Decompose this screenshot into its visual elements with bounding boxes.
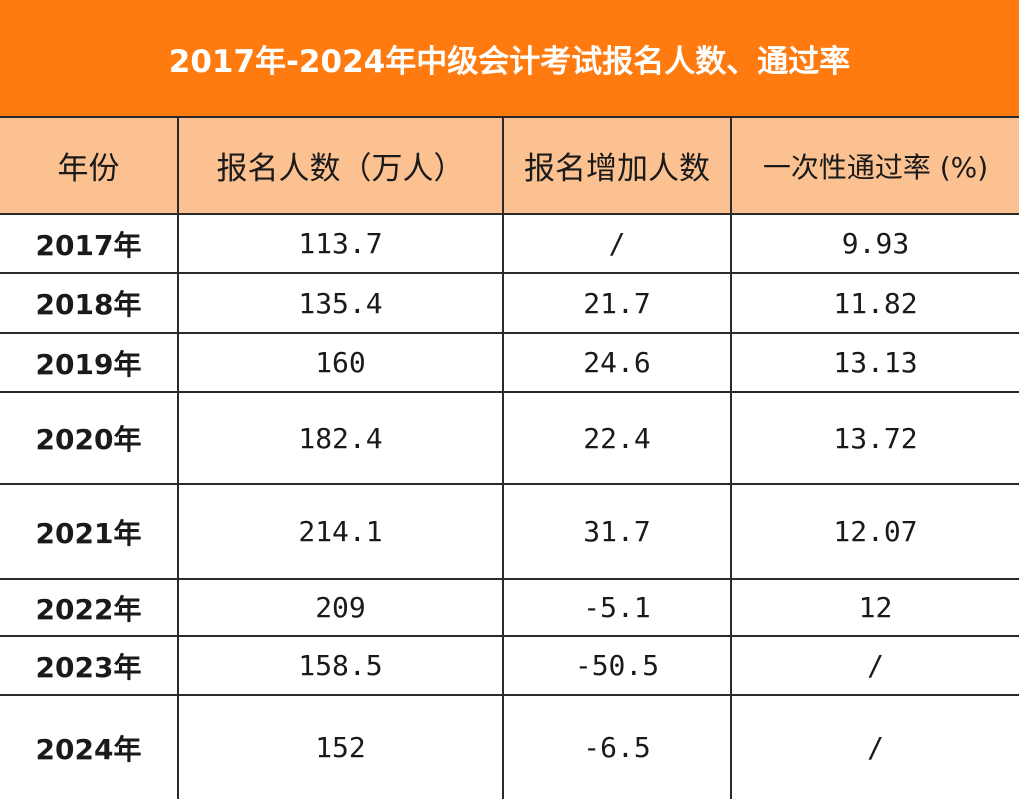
exam-stats-table: 年份 报名人数（万人） 报名增加人数 一次性通过率 (%) 2017年 113.…	[0, 118, 1019, 799]
header-year: 年份	[0, 118, 179, 215]
increase-cell: -50.5	[502, 635, 732, 696]
year-cell: 2020年	[0, 391, 179, 485]
year-cell: 2023年	[0, 635, 179, 696]
applicants-cell: 152	[177, 694, 504, 799]
increase-cell: 21.7	[502, 272, 732, 334]
header-applicants: 报名人数（万人）	[177, 118, 504, 215]
table-row: 2018年 135.4 21.7 11.82	[0, 272, 1019, 334]
table-row: 2022年 209 -5.1 12	[0, 578, 1019, 637]
applicants-cell: 214.1	[177, 483, 504, 580]
applicants-cell: 182.4	[177, 391, 504, 485]
pass-rate-cell: 11.82	[730, 272, 1019, 334]
applicants-cell: 209	[177, 578, 504, 637]
table-row: 2023年 158.5 -50.5 /	[0, 635, 1019, 696]
pass-rate-cell: /	[730, 694, 1019, 799]
year-cell: 2024年	[0, 694, 179, 799]
year-cell: 2018年	[0, 272, 179, 334]
table-row: 2017年 113.7 / 9.93	[0, 213, 1019, 274]
increase-cell: -6.5	[502, 694, 732, 799]
year-cell: 2021年	[0, 483, 179, 580]
increase-cell: 24.6	[502, 332, 732, 393]
table-row: 2024年 152 -6.5 /	[0, 694, 1019, 799]
header-pass-rate: 一次性通过率 (%)	[730, 118, 1019, 215]
year-cell: 2017年	[0, 213, 179, 274]
pass-rate-cell: 12.07	[730, 483, 1019, 580]
pass-rate-cell: 9.93	[730, 213, 1019, 274]
year-cell: 2022年	[0, 578, 179, 637]
table-title: 2017年-2024年中级会计考试报名人数、通过率	[0, 0, 1019, 118]
pass-rate-cell: /	[730, 635, 1019, 696]
table-row: 2021年 214.1 31.7 12.07	[0, 483, 1019, 580]
increase-cell: 31.7	[502, 483, 732, 580]
increase-cell: 22.4	[502, 391, 732, 485]
table-row: 2019年 160 24.6 13.13	[0, 332, 1019, 393]
applicants-cell: 158.5	[177, 635, 504, 696]
header-row: 年份 报名人数（万人） 报名增加人数 一次性通过率 (%)	[0, 118, 1019, 215]
pass-rate-cell: 13.13	[730, 332, 1019, 393]
applicants-cell: 113.7	[177, 213, 504, 274]
table-row: 2020年 182.4 22.4 13.72	[0, 391, 1019, 485]
applicants-cell: 160	[177, 332, 504, 393]
pass-rate-cell: 12	[730, 578, 1019, 637]
header-increase: 报名增加人数	[502, 118, 732, 215]
increase-cell: /	[502, 213, 732, 274]
applicants-cell: 135.4	[177, 272, 504, 334]
pass-rate-cell: 13.72	[730, 391, 1019, 485]
increase-cell: -5.1	[502, 578, 732, 637]
year-cell: 2019年	[0, 332, 179, 393]
